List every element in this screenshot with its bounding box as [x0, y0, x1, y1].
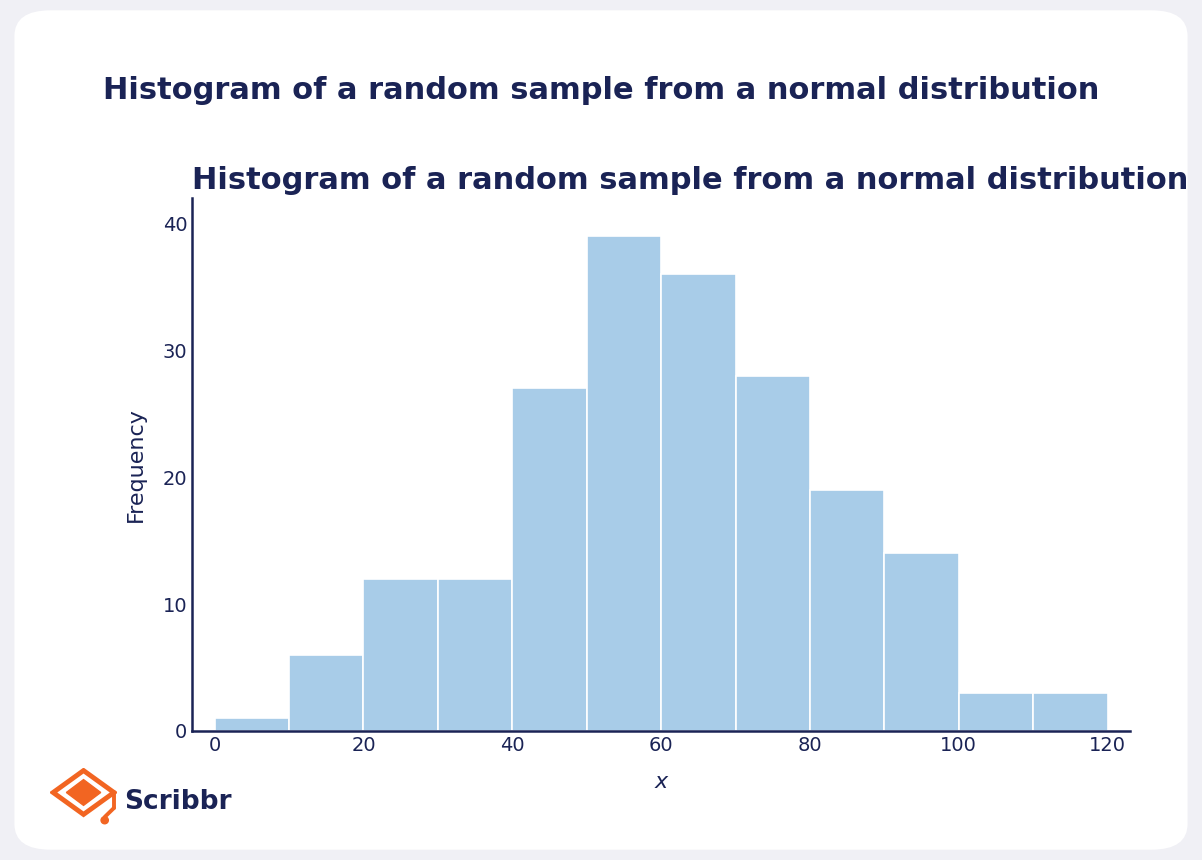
- Circle shape: [101, 817, 108, 824]
- Bar: [512, 388, 587, 731]
- Polygon shape: [66, 779, 101, 805]
- Bar: [885, 553, 959, 731]
- X-axis label: x: x: [655, 771, 667, 791]
- Bar: [959, 693, 1034, 731]
- Bar: [438, 579, 512, 731]
- Bar: [215, 718, 288, 731]
- Bar: [363, 579, 438, 731]
- Bar: [810, 490, 885, 731]
- Text: Scribbr: Scribbr: [124, 789, 231, 814]
- Bar: [288, 654, 363, 731]
- Bar: [1034, 693, 1107, 731]
- Bar: [736, 376, 810, 731]
- Text: Histogram of a random sample from a normal distribution: Histogram of a random sample from a norm…: [192, 167, 1189, 195]
- Text: Histogram of a random sample from a normal distribution: Histogram of a random sample from a norm…: [103, 76, 1099, 105]
- Bar: [587, 236, 661, 731]
- Bar: [661, 274, 736, 731]
- Y-axis label: Frequency: Frequency: [126, 407, 147, 522]
